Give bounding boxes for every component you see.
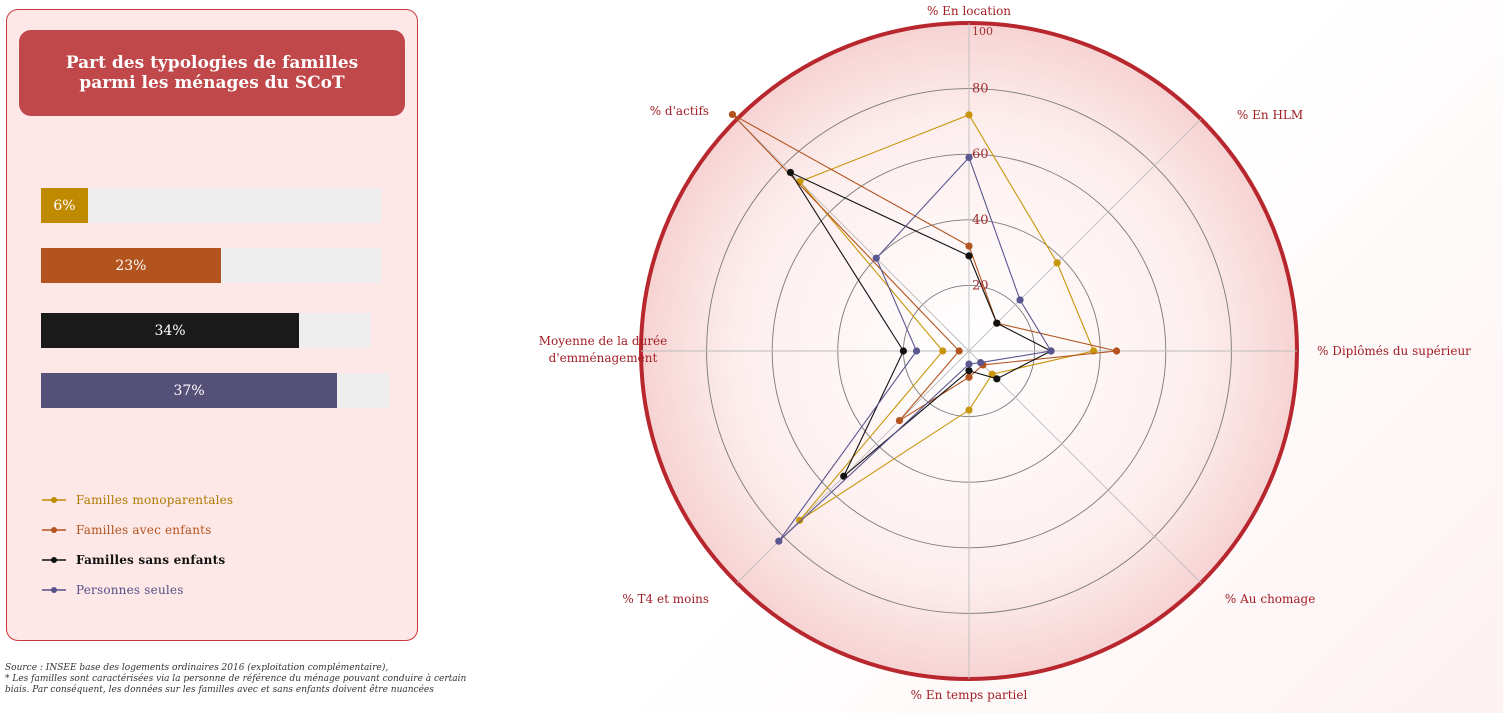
legend-item-avec-enfants: Familles avec enfants (42, 515, 233, 545)
source-line-3: biais. Par conséquent, les données sur l… (5, 685, 434, 695)
bar-label-sans-enfants: 34% (154, 322, 186, 339)
bar-track-monoparentales: 6% (41, 188, 381, 223)
data-point (1016, 296, 1024, 304)
axis-label: % d'actifs (650, 104, 709, 118)
bar-personnes-seules: 37% (41, 373, 338, 408)
source-note: Source : INSEE base des logements ordina… (5, 663, 525, 696)
axis-spoke (968, 118, 1202, 352)
axis-spoke (736, 118, 970, 352)
source-line-1: Source : INSEE base des logements ordina… (5, 663, 389, 673)
data-point (976, 358, 985, 367)
data-point (1113, 347, 1121, 355)
bar-label-avec-enfants: 23% (115, 257, 147, 274)
axis-spoke (736, 350, 970, 584)
legend-label: Familles avec enfants (76, 523, 212, 537)
series-personnes-seules (775, 153, 1055, 545)
data-point (786, 168, 795, 177)
axis-spoke (968, 350, 1202, 584)
data-point (840, 472, 848, 480)
axis-label: Moyenne de la durée d'emménagement (539, 334, 668, 365)
data-point (912, 347, 921, 355)
bar-avec-enfants: 23% (41, 248, 221, 283)
legend-label: Familles monoparentales (76, 493, 234, 507)
bar-monoparentales: 6% (41, 188, 88, 223)
data-point (965, 153, 973, 162)
data-point (775, 537, 783, 545)
bar-track-avec-enfants: 23% (41, 248, 381, 283)
data-point (965, 373, 973, 381)
data-point (988, 370, 996, 378)
bar-track-sans-enfants: 34% (41, 313, 371, 348)
data-point (899, 347, 908, 355)
legend-marker-icon (42, 527, 66, 533)
tick-label: 60 (972, 147, 989, 162)
data-point (872, 254, 880, 262)
legend-label: Personnes seules (76, 583, 184, 597)
legend-panel: Part des typologies de familles parmi le… (6, 9, 418, 641)
data-point (1047, 347, 1055, 355)
legend-item-monoparentales: Familles monoparentales (42, 485, 233, 515)
axis-label: % Diplômés du supérieur (1317, 344, 1471, 358)
tick-label: 80 (972, 82, 989, 97)
axis-label: % En HLM (1237, 108, 1303, 122)
tick-label: 40 (972, 213, 989, 228)
bar-label-personnes-seules: 37% (173, 382, 205, 399)
axis-label: % T4 et moins (622, 592, 709, 606)
legend-marker-icon (42, 497, 66, 503)
axis-label: % En temps partiel (911, 688, 1028, 702)
data-point (965, 242, 973, 250)
chart-legend: Familles monoparentales Familles avec en… (42, 485, 233, 605)
data-point (993, 319, 1001, 327)
axis-label: % Au chomage (1225, 592, 1315, 606)
axis-label: % En location (927, 4, 1011, 18)
data-point (1053, 259, 1061, 267)
series-familles-monoparentales (796, 111, 1098, 524)
series-familles-avec-enfants (728, 110, 1121, 425)
data-point (965, 252, 973, 260)
legend-label: Familles sans enfants (76, 553, 226, 567)
data-point (728, 110, 737, 119)
legend-marker-icon (42, 587, 66, 593)
legend-item-personnes-seules: Personnes seules (42, 575, 233, 605)
data-point (965, 360, 973, 368)
legend-marker-icon (42, 557, 66, 563)
data-point (965, 111, 973, 119)
bar-sans-enfants: 34% (41, 313, 300, 348)
data-point (965, 367, 973, 375)
data-point (955, 347, 963, 355)
data-point (965, 406, 973, 414)
panel-title: Part des typologies de familles parmi le… (19, 30, 405, 116)
data-point (993, 375, 1001, 383)
source-line-2: * Les familles sont caractérisées via la… (5, 674, 467, 684)
tick-label: 100 (972, 25, 993, 38)
bar-label-monoparentales: 6% (53, 197, 76, 214)
legend-item-sans-enfants: Familles sans enfants (42, 545, 233, 575)
data-point (939, 347, 947, 355)
data-point (895, 416, 904, 425)
data-point (796, 516, 804, 524)
bar-track-personnes-seules: 37% (41, 373, 389, 408)
tick-label: 20 (972, 278, 989, 293)
